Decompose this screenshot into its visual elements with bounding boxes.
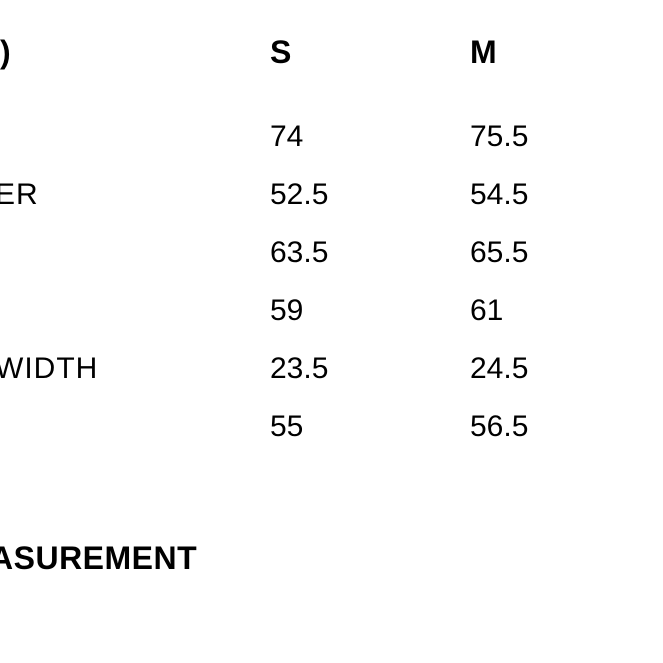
row-label: ER (0, 178, 270, 212)
table-row: 74 75.5 (0, 108, 663, 166)
cell-value: 65.5 (470, 236, 663, 270)
table-row: ER 52.5 54.5 (0, 166, 663, 224)
table-row: WIDTH 23.5 24.5 (0, 340, 663, 398)
cell-value: 52.5 (270, 178, 470, 212)
cell-value: 56.5 (470, 410, 663, 444)
cell-value: 23.5 (270, 352, 470, 386)
size-measurement-table: ) S M 74 75.5 ER 52.5 54.5 63.5 65.5 59 … (0, 24, 663, 456)
section-heading-measurement: ASUREMENT (0, 540, 197, 577)
table-body: 74 75.5 ER 52.5 54.5 63.5 65.5 59 61 WID… (0, 108, 663, 456)
table-row: 59 61 (0, 282, 663, 340)
cell-value: 61 (470, 294, 663, 328)
cell-value: 24.5 (470, 352, 663, 386)
cell-value: 75.5 (470, 120, 663, 154)
cell-value: 54.5 (470, 178, 663, 212)
cell-value: 55 (270, 410, 470, 444)
cell-value: 74 (270, 120, 470, 154)
table-row: 63.5 65.5 (0, 224, 663, 282)
table-header-row: ) S M (0, 24, 663, 80)
header-label-partial: ) (0, 34, 270, 71)
cell-value: 63.5 (270, 236, 470, 270)
column-header-s: S (270, 34, 470, 71)
table-row: 55 56.5 (0, 398, 663, 456)
cell-value: 59 (270, 294, 470, 328)
column-header-m: M (470, 34, 663, 71)
row-label: WIDTH (0, 352, 270, 386)
